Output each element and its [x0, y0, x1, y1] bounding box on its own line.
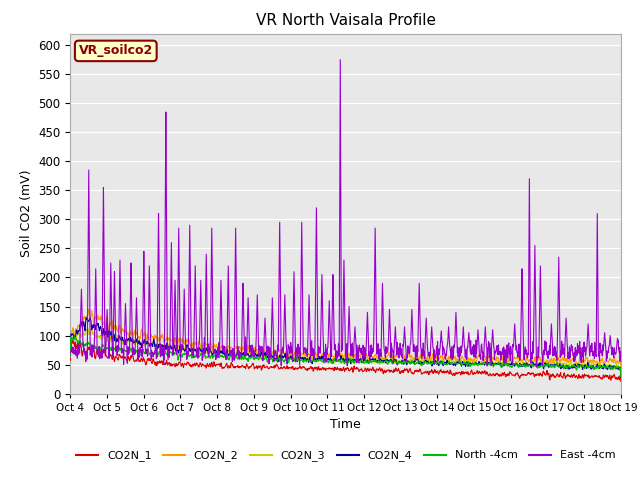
CO2N_4: [83, 315, 90, 321]
CO2N_4: [322, 357, 330, 363]
CO2N_3: [312, 355, 319, 360]
East -4cm: [312, 314, 319, 320]
East -4cm: [67, 349, 74, 355]
CO2N_3: [109, 334, 117, 340]
CO2N_4: [312, 356, 319, 361]
CO2N_2: [617, 367, 625, 372]
CO2N_1: [132, 357, 140, 363]
Line: North -4cm: North -4cm: [70, 336, 621, 376]
CO2N_1: [67, 358, 74, 363]
CO2N_4: [300, 358, 308, 363]
East -4cm: [300, 346, 308, 351]
CO2N_2: [132, 332, 140, 337]
CO2N_1: [312, 366, 319, 372]
CO2N_3: [322, 356, 330, 361]
CO2N_3: [300, 355, 308, 361]
East -4cm: [533, 364, 541, 370]
North -4cm: [300, 358, 308, 363]
CO2N_3: [380, 359, 388, 365]
Line: CO2N_2: CO2N_2: [70, 309, 621, 370]
Line: CO2N_4: CO2N_4: [70, 318, 621, 377]
CO2N_4: [617, 374, 625, 380]
East -4cm: [132, 336, 140, 342]
CO2N_2: [322, 352, 330, 358]
CO2N_1: [322, 367, 330, 373]
CO2N_1: [68, 336, 76, 342]
East -4cm: [109, 354, 117, 360]
North -4cm: [312, 359, 319, 364]
Legend: CO2N_1, CO2N_2, CO2N_3, CO2N_4, North -4cm, East -4cm: CO2N_1, CO2N_2, CO2N_3, CO2N_4, North -4…: [72, 446, 620, 466]
North -4cm: [617, 373, 625, 379]
CO2N_1: [617, 378, 625, 384]
East -4cm: [617, 353, 625, 359]
North -4cm: [132, 350, 140, 356]
Text: VR_soilco2: VR_soilco2: [79, 44, 153, 58]
CO2N_3: [67, 354, 74, 360]
CO2N_2: [380, 356, 388, 362]
CO2N_2: [67, 352, 74, 358]
North -4cm: [380, 359, 388, 365]
East -4cm: [321, 354, 329, 360]
North -4cm: [67, 352, 74, 358]
CO2N_2: [300, 349, 308, 355]
Line: CO2N_3: CO2N_3: [70, 329, 621, 376]
East -4cm: [380, 345, 388, 350]
CO2N_1: [109, 353, 117, 359]
Line: East -4cm: East -4cm: [70, 60, 621, 367]
East -4cm: [337, 57, 344, 62]
Title: VR North Vaisala Profile: VR North Vaisala Profile: [255, 13, 436, 28]
CO2N_4: [132, 337, 140, 343]
CO2N_4: [109, 336, 117, 341]
Line: CO2N_1: CO2N_1: [70, 339, 621, 381]
CO2N_4: [380, 359, 388, 365]
North -4cm: [109, 347, 117, 353]
North -4cm: [70, 333, 78, 339]
Y-axis label: Soil CO2 (mV): Soil CO2 (mV): [20, 170, 33, 257]
CO2N_3: [132, 339, 140, 345]
CO2N_2: [312, 349, 319, 355]
CO2N_3: [617, 373, 625, 379]
CO2N_4: [67, 353, 74, 359]
CO2N_2: [85, 306, 93, 312]
CO2N_1: [300, 365, 308, 371]
North -4cm: [322, 358, 330, 364]
CO2N_1: [380, 368, 388, 373]
CO2N_3: [88, 326, 95, 332]
X-axis label: Time: Time: [330, 418, 361, 431]
CO2N_2: [109, 323, 117, 329]
